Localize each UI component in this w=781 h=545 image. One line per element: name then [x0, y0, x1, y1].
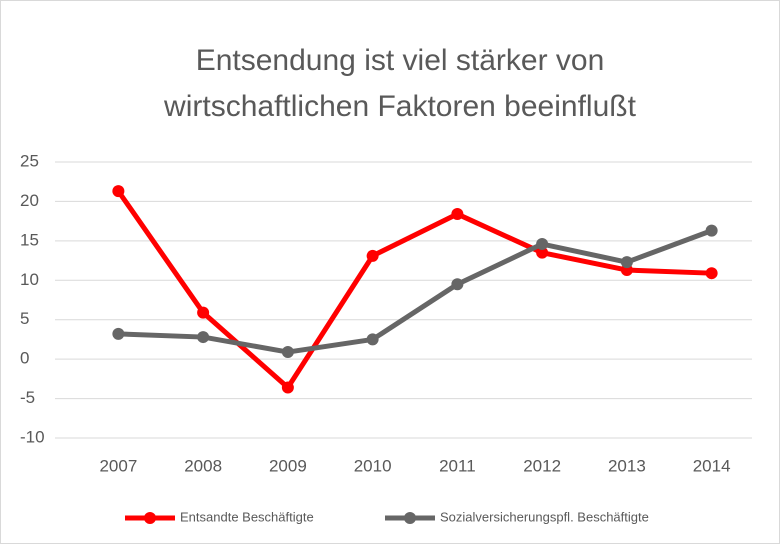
chart-title: wirtschaftlichen Faktoren beeinflußt — [163, 90, 637, 123]
point — [451, 278, 464, 291]
point — [451, 208, 464, 221]
point — [366, 333, 379, 346]
y-tick-label: 0 — [20, 349, 29, 368]
series-line — [118, 228, 713, 355]
point — [366, 249, 379, 262]
point — [112, 185, 125, 198]
x-tick-label: 2008 — [184, 456, 222, 475]
point — [536, 246, 549, 259]
point — [536, 238, 549, 251]
x-tick-label: 2012 — [523, 456, 561, 475]
point — [705, 267, 718, 280]
x-tick-label: 2013 — [608, 456, 646, 475]
point — [281, 381, 294, 394]
legend-label: Sozialversicherungspfl. Beschäftigte — [440, 509, 649, 524]
y-tick-label: -10 — [20, 427, 45, 446]
y-tick-label: 15 — [20, 230, 39, 249]
point — [197, 306, 210, 319]
y-tick-label: 5 — [20, 309, 29, 328]
y-tick-label: -5 — [20, 388, 35, 407]
legend-marker — [404, 512, 416, 524]
point — [197, 331, 210, 344]
y-tick-label: 25 — [20, 151, 39, 170]
x-tick-label: 2011 — [439, 456, 476, 475]
point — [281, 346, 294, 359]
x-tick-label: 2009 — [269, 456, 307, 475]
point — [620, 256, 633, 269]
x-tick-label: 2007 — [99, 456, 137, 475]
chart-title: Entsendung ist viel stärker von — [196, 44, 605, 77]
series-line — [116, 189, 712, 391]
x-tick-label: 2014 — [693, 456, 731, 475]
y-tick-label: 20 — [20, 191, 39, 210]
point — [705, 224, 718, 237]
y-tick-label: 10 — [20, 270, 39, 289]
legend-label: Entsandte Beschäftigte — [180, 509, 314, 524]
legend-marker — [144, 512, 156, 524]
point — [112, 327, 125, 340]
x-tick-label: 2010 — [354, 456, 392, 475]
